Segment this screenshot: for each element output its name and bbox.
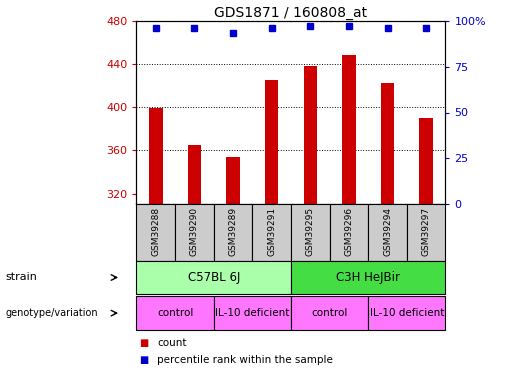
Title: GDS1871 / 160808_at: GDS1871 / 160808_at <box>214 6 368 20</box>
Text: C57BL 6J: C57BL 6J <box>187 271 240 284</box>
Bar <box>342 55 356 204</box>
Text: control: control <box>312 308 348 318</box>
Bar <box>136 204 175 261</box>
Bar <box>330 204 368 261</box>
Bar <box>252 204 291 261</box>
Bar <box>381 83 394 204</box>
Bar <box>136 296 214 330</box>
Text: count: count <box>157 338 186 348</box>
Text: GSM39288: GSM39288 <box>151 207 160 256</box>
Bar <box>214 204 252 261</box>
Text: IL-10 deficient: IL-10 deficient <box>215 308 289 318</box>
Text: GSM39295: GSM39295 <box>306 207 315 256</box>
Bar <box>291 261 445 294</box>
Text: GSM39290: GSM39290 <box>190 207 199 256</box>
Bar <box>175 204 214 261</box>
Text: C3H HeJBir: C3H HeJBir <box>336 271 400 284</box>
Text: GSM39294: GSM39294 <box>383 207 392 256</box>
Text: ■: ■ <box>139 355 148 365</box>
Text: ■: ■ <box>139 338 148 348</box>
Text: control: control <box>157 308 193 318</box>
Bar <box>291 204 330 261</box>
Bar <box>368 296 445 330</box>
Text: strain: strain <box>5 273 37 282</box>
Text: GSM39291: GSM39291 <box>267 207 276 256</box>
Bar <box>419 118 433 204</box>
Text: IL-10 deficient: IL-10 deficient <box>370 308 444 318</box>
Bar <box>265 80 279 204</box>
Bar <box>407 204 445 261</box>
Text: GSM39296: GSM39296 <box>345 207 353 256</box>
Text: GSM39289: GSM39289 <box>229 207 237 256</box>
Bar <box>226 157 240 204</box>
Bar <box>291 296 368 330</box>
Bar <box>136 261 291 294</box>
Text: GSM39297: GSM39297 <box>422 207 431 256</box>
Text: genotype/variation: genotype/variation <box>5 308 98 318</box>
Bar <box>149 108 163 204</box>
Bar <box>303 66 317 204</box>
Text: percentile rank within the sample: percentile rank within the sample <box>157 355 333 365</box>
Bar <box>187 145 201 204</box>
Bar <box>368 204 407 261</box>
Bar <box>214 296 291 330</box>
